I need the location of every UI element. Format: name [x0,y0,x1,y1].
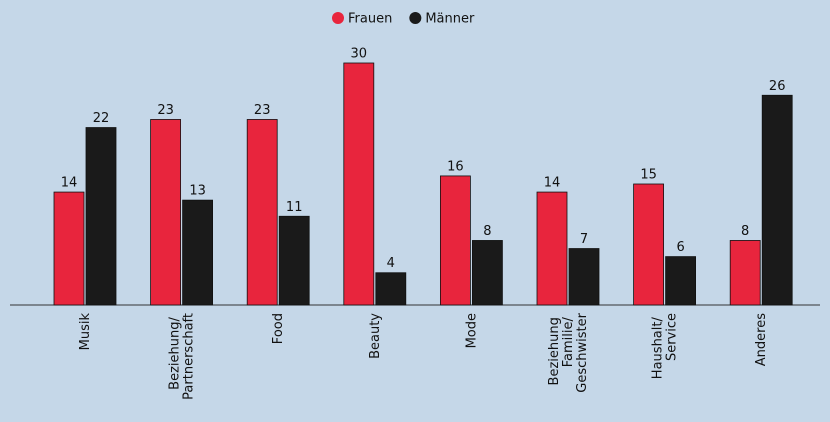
value-label: 15 [640,168,657,183]
value-label: 22 [93,111,110,126]
bar [343,62,375,306]
bar [568,248,600,306]
x-tick-label: Mode [464,313,479,348]
x-tick-label: Anderes [754,313,769,366]
value-label: 7 [580,232,588,247]
bar [182,199,214,306]
value-label: 13 [189,184,206,199]
legend-swatch [332,12,344,24]
value-label: 6 [676,240,684,255]
value-label: 14 [544,176,561,191]
value-label: 23 [254,103,271,118]
x-tick-label: Musik [78,313,93,351]
bar [85,127,117,306]
bar [471,240,503,306]
value-label: 4 [387,256,395,271]
bar [761,94,793,306]
legend-swatch [409,12,422,24]
x-tick-label: Beziehung Familie/ Geschwister [547,312,590,392]
value-label: 8 [741,224,749,239]
legend-label: Männer [425,12,475,27]
value-label: 26 [769,79,786,94]
legend-label: Frauen [348,12,392,27]
x-tick-label: Haushalt/ Service [650,313,679,379]
bar [633,183,664,306]
value-label: 14 [61,176,78,191]
value-label: 11 [286,200,303,215]
value-label: 16 [447,159,464,174]
x-tick-label: Beauty [367,313,382,359]
bar [729,240,761,306]
bar [439,175,471,306]
x-tick-label: Beziehung/ Partnerschaft [167,313,196,400]
value-label: 23 [157,103,174,118]
x-tick-label: Food [271,313,286,344]
bar [375,272,407,306]
bar [53,191,85,306]
bar [246,119,278,306]
bar [665,256,696,306]
bar [278,215,310,306]
bar [536,191,568,306]
value-label: 30 [351,47,368,62]
bar [150,119,182,306]
value-label: 8 [483,224,491,239]
